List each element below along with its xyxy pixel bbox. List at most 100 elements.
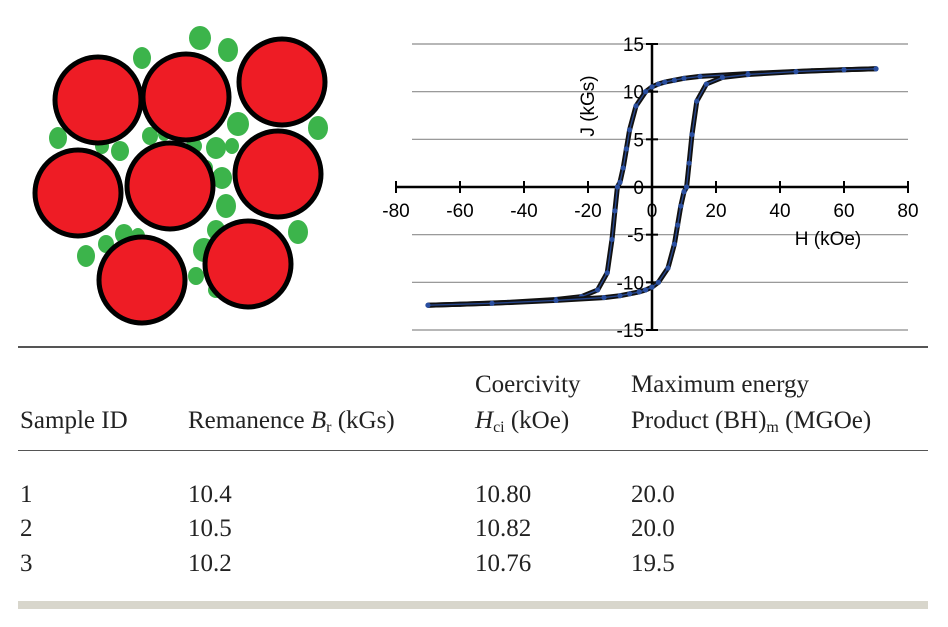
header-sample-id: Sample ID <box>20 407 128 434</box>
data-point <box>633 103 639 109</box>
large-grain <box>232 128 324 220</box>
large-grains <box>32 36 328 326</box>
data-point <box>662 79 668 85</box>
y-tick-label: 15 <box>623 35 644 56</box>
large-grain <box>140 51 232 143</box>
small-particle <box>188 267 204 285</box>
header-energy-text: Product (BH) <box>631 407 767 434</box>
data-point <box>617 293 623 299</box>
header-remanence: Remanence Br (kGs) <box>188 406 395 443</box>
table-top-rule <box>18 346 928 348</box>
x-tick-label: 0 <box>647 201 658 222</box>
small-particle <box>206 137 226 159</box>
large-grain <box>96 234 188 326</box>
data-point <box>627 291 633 297</box>
x-tick-label: -20 <box>574 201 601 222</box>
data-point <box>671 77 677 83</box>
large-grain <box>124 140 216 232</box>
data-point <box>655 81 661 87</box>
chart-axes <box>395 43 909 331</box>
data-point <box>627 127 633 133</box>
header-remanence-sub: r <box>326 419 332 436</box>
data-point <box>636 289 642 295</box>
header-coercivity-line2: Hci (kOe) <box>475 406 569 443</box>
header-coercivity-symbol: H <box>475 407 494 434</box>
table-cell-remanence: 10.4 <box>188 481 232 508</box>
chart-series <box>425 66 879 308</box>
data-point <box>745 71 751 78</box>
x-tick-label: 40 <box>769 201 790 222</box>
y-axis-label: J (kGs) <box>578 75 599 136</box>
header-coercivity-sub: ci <box>493 419 505 436</box>
data-point <box>689 131 695 138</box>
y-tick-label: 5 <box>633 130 644 151</box>
small-particle <box>308 116 328 140</box>
data-point <box>643 287 649 293</box>
data-point <box>601 294 607 301</box>
data-point <box>425 302 431 308</box>
x-tick-label: -80 <box>382 201 409 222</box>
table-cell-id: 2 <box>20 515 33 542</box>
x-tick-label: -60 <box>446 201 473 222</box>
x-axis-label: H (kOe) <box>795 229 862 250</box>
data-point <box>595 287 601 293</box>
data-point <box>694 98 700 104</box>
small-particle <box>77 245 95 267</box>
table-bottom-rule <box>18 601 928 609</box>
y-tick-label: -15 <box>617 321 644 342</box>
large-grain <box>32 147 124 239</box>
header-remanence-symbol: B <box>310 407 327 434</box>
small-particle <box>189 26 211 50</box>
x-tick-labels: -80 -60 -40 -20 0 20 40 80 60 <box>382 201 918 222</box>
small-particle <box>227 112 249 136</box>
table-cell-id: 1 <box>20 481 33 508</box>
y-tick-label: 0 <box>633 178 644 199</box>
header-remanence-unit: (kGs) <box>331 407 395 434</box>
header-energy-sub: m <box>766 419 779 436</box>
data-point <box>489 300 495 306</box>
y-tick-label: -10 <box>617 273 644 294</box>
table-cell-coercivity: 10.76 <box>475 550 532 577</box>
data-point <box>703 81 709 87</box>
table-cell-remanence: 10.5 <box>188 515 232 542</box>
data-point <box>617 179 623 185</box>
data-point <box>614 184 621 190</box>
small-particle <box>133 47 151 69</box>
data-point <box>675 222 681 228</box>
data-point <box>665 265 671 271</box>
data-point <box>643 89 649 95</box>
data-point <box>623 146 629 152</box>
header-energy-line1: Maximum energy <box>631 371 809 398</box>
data-point <box>841 67 847 73</box>
header-energy-line2: Product (BH)m (MGOe) <box>631 406 871 443</box>
x-tick-label: 20 <box>705 201 726 222</box>
header-energy-unit: (MGOe) <box>778 407 872 434</box>
data-point <box>681 75 687 81</box>
table-cell-energy: 20.0 <box>631 515 675 542</box>
table-cell-id: 3 <box>20 550 33 577</box>
data-point <box>655 279 661 285</box>
data-point <box>719 74 725 80</box>
small-particle <box>49 127 67 149</box>
data-point <box>681 189 687 195</box>
large-grain <box>52 54 144 146</box>
table-header-rule <box>18 450 928 451</box>
table-cell-remanence: 10.2 <box>188 550 232 577</box>
table-cell-energy: 20.0 <box>631 481 675 508</box>
header-coercivity-unit: (kOe) <box>504 407 570 434</box>
header-coercivity-line1: Coercivity <box>475 371 581 398</box>
table-cell-coercivity: 10.80 <box>475 481 532 508</box>
data-point <box>697 73 703 80</box>
small-particle <box>225 138 239 154</box>
data-point <box>873 66 879 72</box>
data-point <box>671 241 677 247</box>
data-point <box>553 297 559 304</box>
x-tick-label: -40 <box>510 201 537 222</box>
header-remanence-text: Remanence <box>188 407 311 434</box>
small-particle <box>111 141 129 161</box>
microstructure-diagram <box>32 26 328 326</box>
data-point <box>686 160 692 166</box>
data-point <box>609 236 615 243</box>
